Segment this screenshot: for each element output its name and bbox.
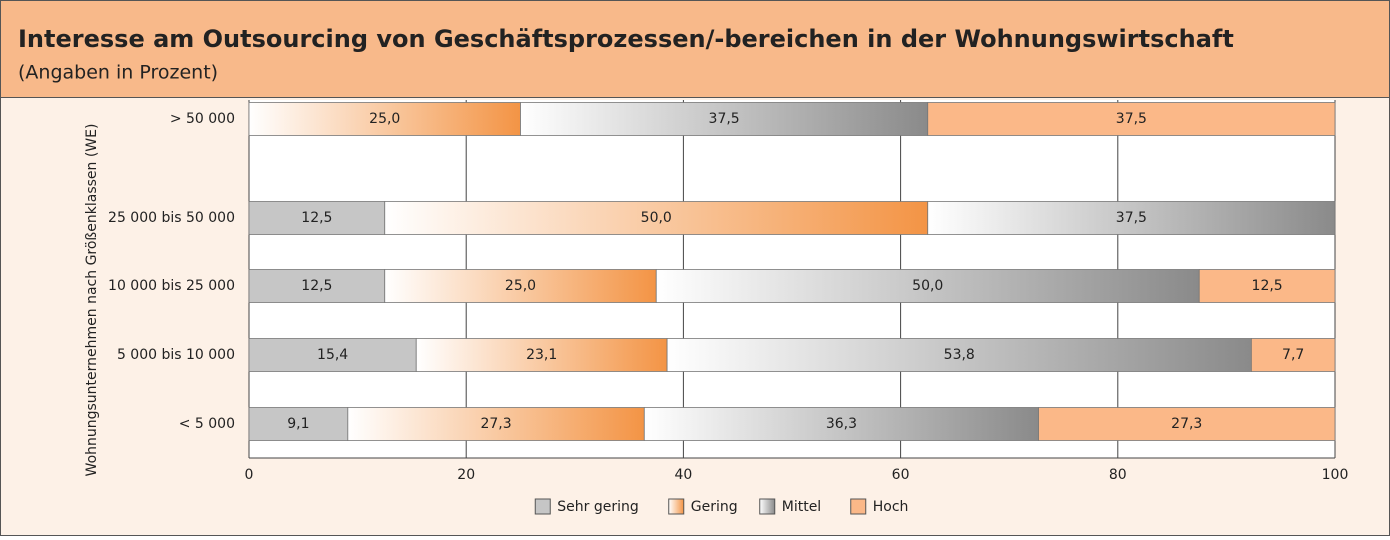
- x-tick-label: 40: [674, 467, 692, 483]
- bar-segment: [643, 407, 1039, 441]
- value-label: 9,1: [287, 416, 309, 432]
- value-label: 25,0: [505, 278, 536, 294]
- bar-segment: [1038, 407, 1336, 441]
- legend-swatch: [534, 498, 551, 515]
- value-label: 37,5: [1116, 111, 1147, 127]
- y-tick-label: 5 000 bis 10 000: [117, 347, 235, 363]
- legend-label: Gering: [691, 499, 738, 515]
- x-tick-label: 100: [1322, 467, 1349, 483]
- value-label: 27,3: [1171, 416, 1202, 432]
- bar-segment: [655, 269, 1200, 303]
- y-tick-label: > 50 000: [170, 111, 235, 127]
- bar-segment: [927, 201, 1336, 235]
- value-label: 53,8: [944, 347, 975, 363]
- y-axis-label: Wohnungsunternehmen nach Größenklassen (…: [84, 124, 100, 477]
- legend-swatch: [668, 498, 685, 515]
- legend-label: Mittel: [782, 499, 821, 515]
- legend-swatch: [850, 498, 867, 515]
- bar-segment: [415, 338, 668, 372]
- chart-subtitle: (Angaben in Prozent): [18, 62, 218, 84]
- bar-segment: [1250, 338, 1336, 372]
- y-tick-label: < 5 000: [179, 416, 235, 432]
- x-tick-label: 80: [1109, 467, 1127, 483]
- value-label: 12,5: [1252, 278, 1283, 294]
- value-label: 12,5: [301, 278, 332, 294]
- value-label: 12,5: [301, 210, 332, 226]
- legend-label: Hoch: [873, 499, 909, 515]
- header: [0, 0, 1390, 98]
- value-label: 25,0: [369, 111, 400, 127]
- y-tick-label: 10 000 bis 25 000: [108, 278, 235, 294]
- value-label: 50,0: [912, 278, 943, 294]
- bar-segment: [248, 407, 349, 441]
- bar-segment: [666, 338, 1252, 372]
- bar-segment: [248, 269, 386, 303]
- x-tick-label: 20: [457, 467, 475, 483]
- bar-segment: [520, 102, 929, 136]
- value-label: 50,0: [641, 210, 672, 226]
- bar-segment: [384, 269, 657, 303]
- value-label: 36,3: [826, 416, 857, 432]
- value-label: 23,1: [526, 347, 557, 363]
- chart-title: Interesse am Outsourcing von Geschäftspr…: [18, 25, 1234, 53]
- bar-segment: [248, 201, 386, 235]
- x-tick-label: 60: [892, 467, 910, 483]
- y-tick-label: 25 000 bis 50 000: [108, 210, 235, 226]
- value-label: 15,4: [317, 347, 348, 363]
- bar-segment: [248, 338, 417, 372]
- bar-segment: [927, 102, 1336, 136]
- value-label: 37,5: [1116, 210, 1147, 226]
- value-label: 7,7: [1282, 347, 1304, 363]
- bar-segment: [248, 102, 521, 136]
- bar-segment: [384, 201, 929, 235]
- value-label: 37,5: [709, 111, 740, 127]
- value-label: 27,3: [480, 416, 511, 432]
- bar-segment: [347, 407, 645, 441]
- legend-swatch: [759, 498, 776, 515]
- legend-label: Sehr gering: [557, 499, 638, 515]
- x-tick-label: 0: [245, 467, 254, 483]
- bar-segment: [1198, 269, 1336, 303]
